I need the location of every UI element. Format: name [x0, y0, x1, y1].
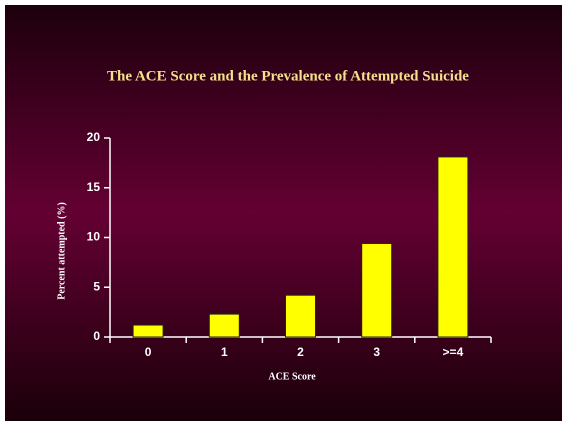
x-tick-label: 3 — [373, 345, 380, 359]
y-tick-label: 10 — [87, 230, 101, 244]
x-tick-label: 0 — [145, 345, 152, 359]
bar — [285, 294, 316, 338]
y-tick-label: 15 — [87, 180, 101, 194]
y-tick-label: 0 — [93, 329, 100, 343]
bar — [437, 156, 469, 338]
background — [5, 5, 562, 421]
y-axis-label: Percent attempted (%) — [56, 202, 67, 300]
y-tick-label: 5 — [93, 279, 100, 293]
x-axis-label: ACE Score — [268, 371, 316, 382]
bar — [361, 242, 393, 338]
chart-title: The ACE Score and the Prevalence of Atte… — [107, 68, 469, 84]
x-tick-label: >=4 — [443, 345, 464, 359]
x-tick-label: 2 — [297, 345, 304, 359]
bar — [208, 313, 240, 338]
x-tick-label: 1 — [221, 345, 228, 359]
bar — [132, 324, 164, 338]
y-tick-label: 20 — [87, 130, 101, 144]
